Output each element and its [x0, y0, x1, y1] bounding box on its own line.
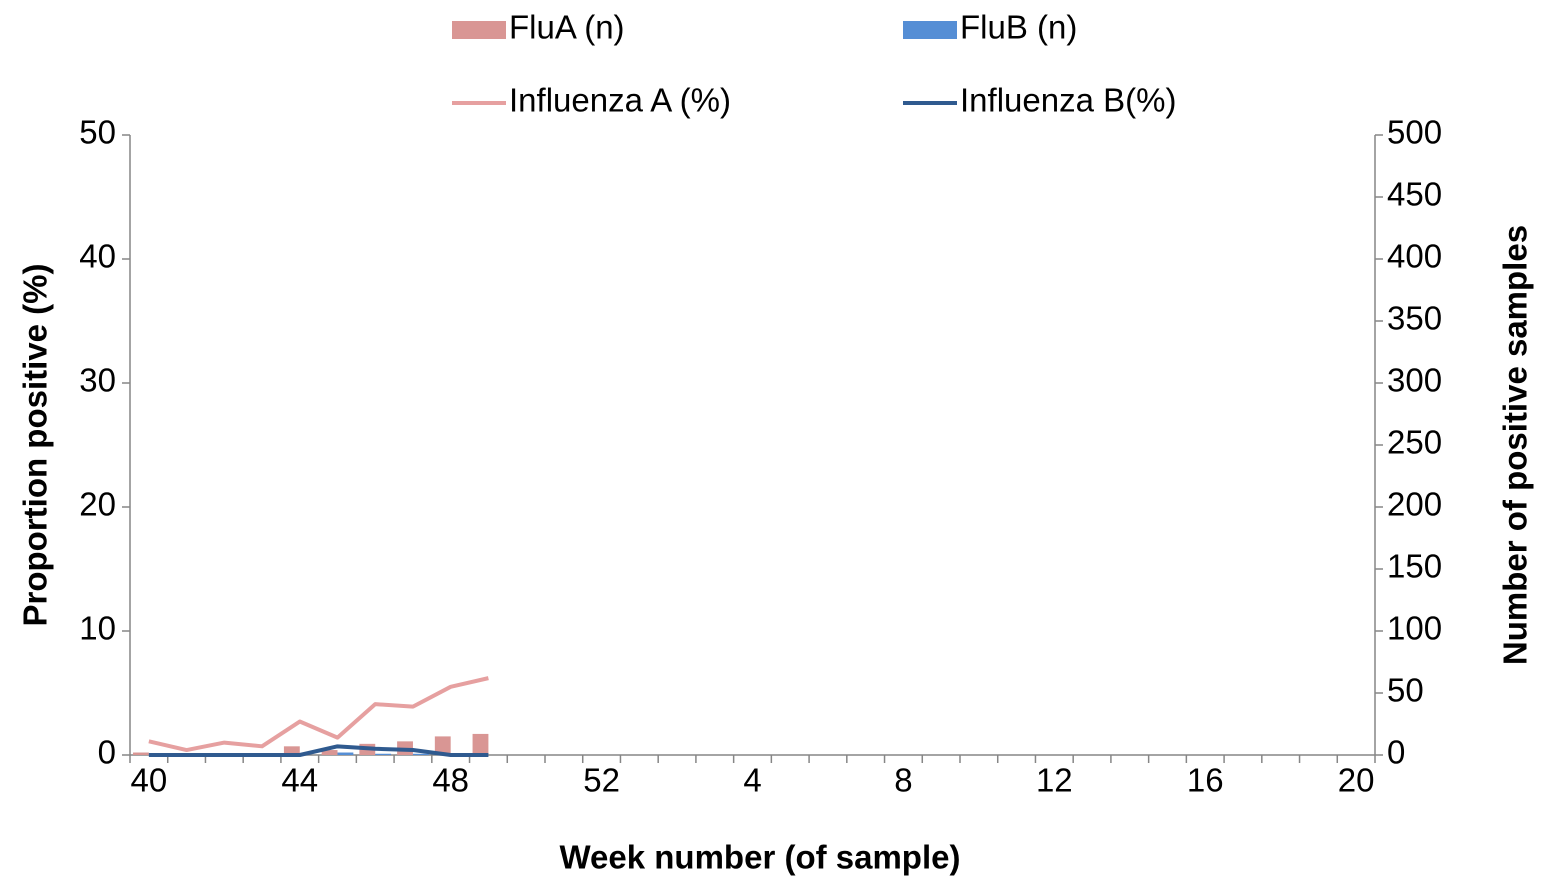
x-tick-label: 44 [281, 762, 318, 799]
bar [283, 746, 300, 755]
y-tick-label: 0 [98, 734, 116, 771]
x-tick-label: 16 [1187, 762, 1224, 799]
legend-swatch [452, 21, 506, 39]
x-tick-label: 4 [743, 762, 761, 799]
y2-tick-label: 200 [1387, 486, 1442, 523]
y-tick-label: 10 [79, 610, 116, 647]
legend-label: FluB (n) [960, 9, 1077, 46]
legend-swatch [903, 21, 957, 39]
y2-tick-label: 50 [1387, 672, 1424, 709]
legend-label: Influenza B(%) [960, 82, 1176, 119]
bar [337, 752, 354, 755]
y2-tick-label: 100 [1387, 610, 1442, 647]
legend-label: FluA (n) [509, 9, 625, 46]
y-tick-label: 30 [79, 362, 116, 399]
y-axis-title: Proportion positive (%) [17, 264, 54, 627]
x-axis-title: Week number (of sample) [560, 839, 961, 876]
bar [321, 750, 338, 755]
x-tick-label: 52 [583, 762, 620, 799]
line [148, 676, 489, 753]
legend-label: Influenza A (%) [509, 82, 731, 119]
x-tick-label: 48 [432, 762, 469, 799]
y2-tick-label: 350 [1387, 300, 1442, 337]
x-tick-label: 8 [894, 762, 912, 799]
y2-tick-label: 0 [1387, 734, 1405, 771]
line [148, 744, 489, 757]
y-tick-label: 20 [79, 486, 116, 523]
y2-axis-title: Number of positive samples [1497, 225, 1534, 665]
y2-tick-label: 400 [1387, 238, 1442, 275]
bar [412, 753, 429, 755]
bar [375, 753, 392, 755]
y2-tick-label: 250 [1387, 424, 1442, 461]
y2-tick-label: 150 [1387, 548, 1442, 585]
x-tick-label: 20 [1338, 762, 1375, 799]
y-tick-label: 40 [79, 238, 116, 275]
bar [434, 736, 451, 755]
x-tick-label: 40 [131, 762, 168, 799]
y-tick-label: 50 [79, 114, 116, 151]
y2-tick-label: 500 [1387, 114, 1442, 151]
y2-tick-label: 300 [1387, 362, 1442, 399]
x-tick-label: 12 [1036, 762, 1073, 799]
bar [472, 733, 489, 755]
bar [133, 752, 149, 755]
y2-tick-label: 450 [1387, 176, 1442, 213]
